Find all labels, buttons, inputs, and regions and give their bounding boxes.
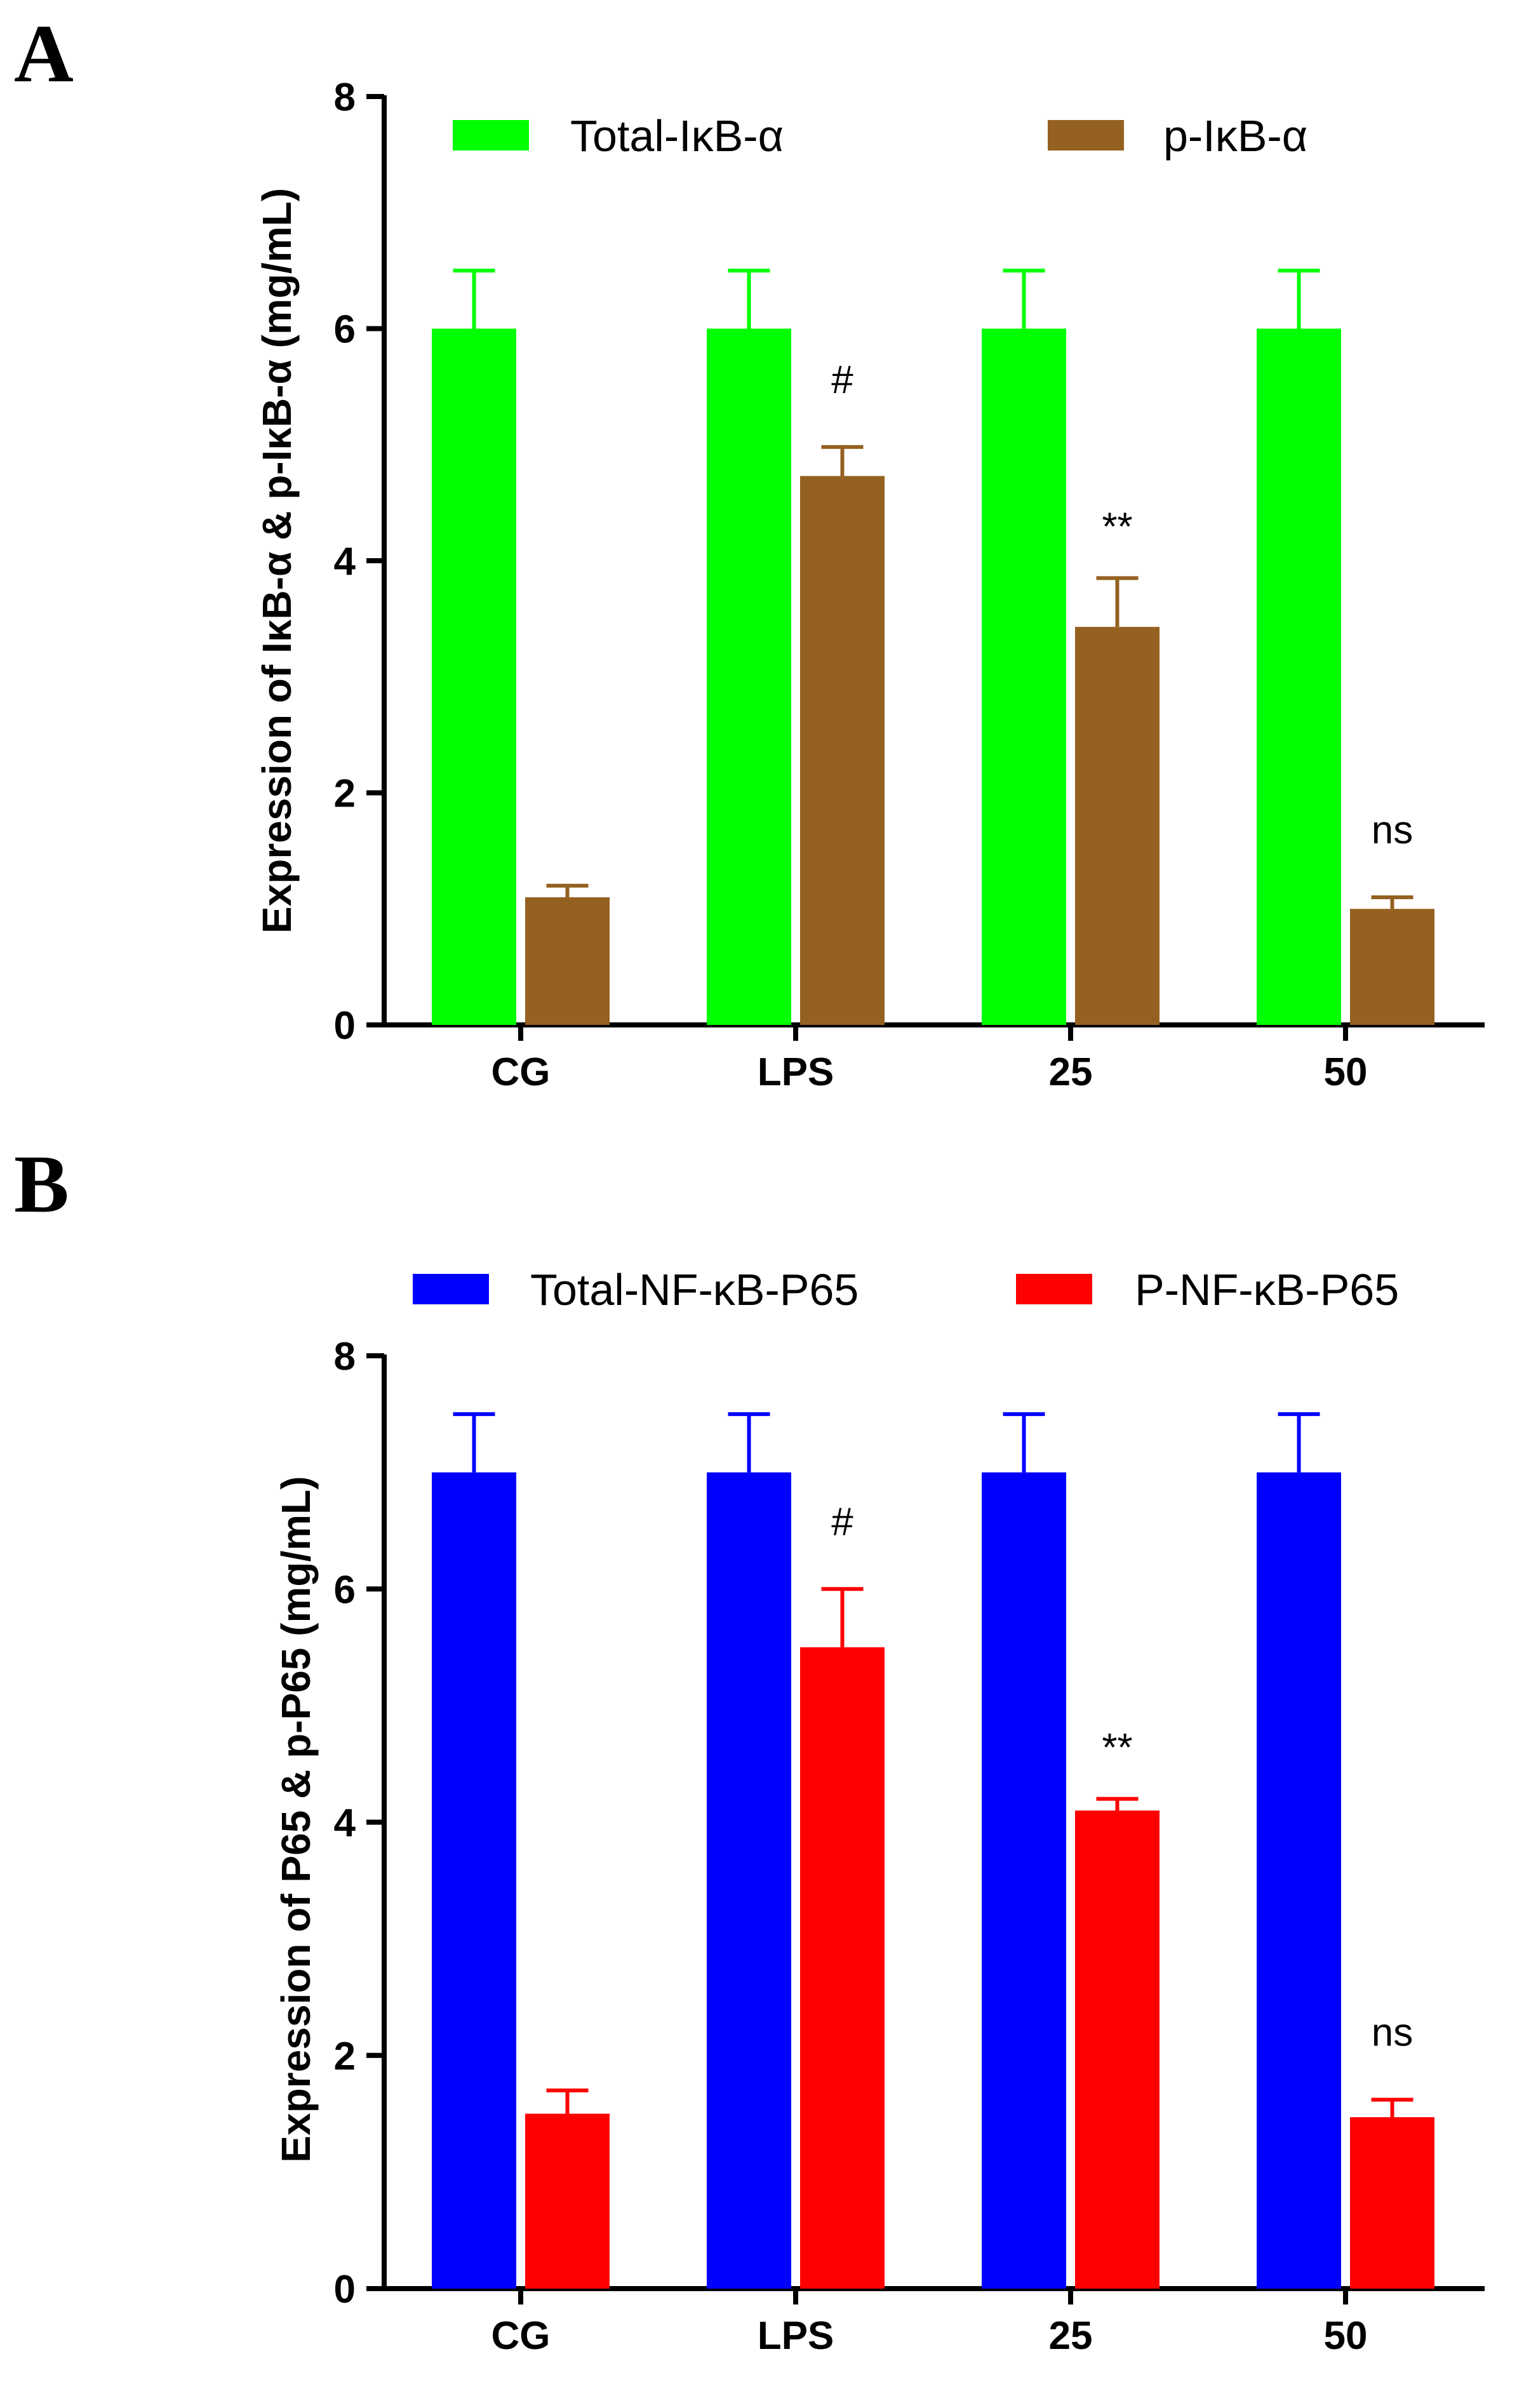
panel-letter-b: B — [14, 1139, 69, 1230]
chart1-legend-swatch-1 — [1016, 1274, 1092, 1304]
chart0-y-axis-title: Expression of IκB-α & p-IκB-α (mg/mL) — [254, 188, 300, 933]
chart0-x-tick-label: 25 — [1049, 1050, 1093, 1094]
chart1-x-tick-label: LPS — [758, 2314, 834, 2358]
chart0-y-tick-label: 2 — [334, 772, 356, 816]
chart0-annotation-50: ns — [1372, 808, 1413, 852]
chart0-y-tick-label: 4 — [334, 540, 356, 584]
chart0-legend-label-1: p-IκB-α — [1163, 111, 1307, 161]
chart0-legend-swatch-0 — [453, 120, 529, 150]
chart1-y-tick-label: 2 — [334, 2035, 356, 2078]
chart1-bar-1-25 — [1075, 1810, 1160, 2289]
chart1-x-tick-label: CG — [491, 2314, 551, 2358]
chart0-annotation-25: ** — [1102, 505, 1132, 549]
chart-panel-b: 0 2 4 6 8 Expression of P65 & p-P65 (mg/mL) CG… — [273, 1265, 1485, 2358]
panel-letter-a: A — [14, 8, 74, 100]
chart0-bar-1-25 — [1075, 627, 1160, 1025]
chart0-bar-1-LPS — [800, 476, 885, 1025]
chart1-bar-0-50 — [1257, 1472, 1341, 2289]
chart1-y-tick-label: 8 — [334, 1335, 356, 1379]
chart1-annotation-50: ns — [1372, 2011, 1413, 2055]
chart1-x-tick-label: 50 — [1324, 2314, 1368, 2358]
chart1-bar-1-50 — [1350, 2117, 1434, 2289]
chart0-bar-1-50 — [1350, 909, 1434, 1025]
chart0-y-tick-label: 8 — [334, 76, 356, 119]
chart0-bar-0-50 — [1257, 328, 1341, 1025]
chart1-bar-1-CG — [525, 2113, 610, 2289]
chart0-bar-0-CG — [432, 328, 516, 1025]
chart1-y-axis-title: Expression of P65 & p-P65 (mg/mL) — [273, 1476, 319, 2162]
chart0-legend-label-0: Total-IκB-α — [570, 111, 784, 161]
chart0-y-tick-label: 6 — [334, 308, 356, 352]
chart1-x-tick-label: 25 — [1049, 2314, 1093, 2358]
chart0-x-tick-label: 50 — [1324, 1050, 1368, 1094]
chart0-x-tick-label: LPS — [758, 1050, 834, 1094]
chart-panel-a: 0 2 4 6 8 Expression of IκB-α & p-IκB-α (mg/m… — [254, 76, 1485, 1094]
chart1-bar-0-25 — [982, 1472, 1066, 2289]
chart1-annotation-LPS: # — [831, 1500, 853, 1544]
chart1-bar-1-LPS — [800, 1647, 885, 2289]
chart1-legend-label-0: Total-NF-κB-P65 — [530, 1265, 859, 1314]
chart1-legend-label-1: P-NF-κB-P65 — [1135, 1265, 1399, 1314]
chart0-legend-swatch-1 — [1048, 120, 1124, 150]
chart0-bar-1-CG — [525, 897, 610, 1025]
chart1-bar-0-LPS — [707, 1472, 791, 2289]
chart1-y-tick-label: 0 — [334, 2268, 356, 2311]
chart1-bar-0-CG — [432, 1472, 516, 2289]
chart0-annotation-LPS: # — [831, 358, 853, 402]
chart0-x-tick-label: CG — [491, 1050, 551, 1094]
chart0-bar-0-LPS — [707, 328, 791, 1025]
chart1-y-tick-label: 6 — [334, 1568, 356, 1612]
chart0-bar-0-25 — [982, 328, 1066, 1025]
chart0-y-tick-label: 0 — [334, 1004, 356, 1048]
chart1-legend-swatch-0 — [413, 1274, 489, 1304]
chart1-y-tick-label: 4 — [334, 1802, 356, 1845]
chart1-annotation-25: ** — [1102, 1726, 1132, 1770]
